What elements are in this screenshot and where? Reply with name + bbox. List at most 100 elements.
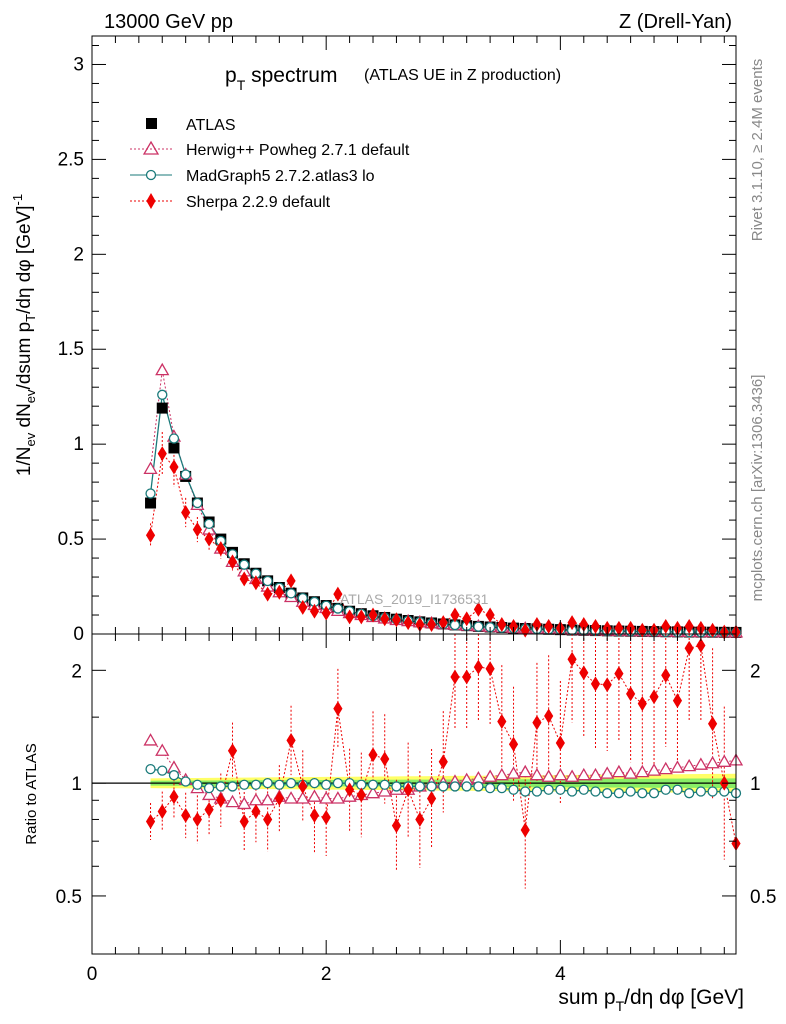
- ylabel-sub-1: ev: [23, 432, 38, 446]
- madgraph-point: [332, 603, 344, 614]
- legend-atlas-marker: [146, 118, 157, 129]
- herwig-ratio-point: [155, 743, 170, 756]
- chart-subtitle: (ATLAS UE in Z production): [364, 67, 561, 84]
- madgraph-ratio-point: [508, 784, 519, 795]
- title-word: spectrum: [245, 64, 337, 87]
- sherpa-ratio-point: [497, 714, 507, 729]
- title-sub: T: [237, 77, 246, 93]
- sherpa-point: [356, 609, 366, 625]
- ratio-y-tick-label-right: 2: [750, 661, 761, 682]
- sherpa-ratio-point: [321, 809, 331, 825]
- madgraph-ratio-point: [543, 784, 554, 795]
- madgraph-ratio-point: [203, 782, 215, 794]
- sherpa-ratio-point: [485, 661, 495, 677]
- madgraph-ratio-point: [578, 784, 589, 795]
- sherpa-ratio-point: [181, 807, 191, 823]
- sherpa-point: [204, 531, 214, 547]
- sherpa-ratio-point: [450, 669, 460, 685]
- sherpa-point: [590, 618, 601, 634]
- sherpa-point: [169, 459, 179, 475]
- sherpa-ratio-point: [438, 754, 448, 770]
- herwig-ratio-point: [588, 767, 603, 781]
- sherpa-ratio-point: [298, 778, 308, 794]
- sherpa-ratio-point: [309, 807, 320, 823]
- sherpa-ratio-point: [590, 676, 601, 692]
- madgraph-ratio-point: [227, 781, 238, 792]
- madgraph-point: [192, 497, 203, 509]
- sherpa-ratio-point: [672, 693, 683, 709]
- herwig-ratio-point: [307, 789, 322, 802]
- madgraph-point: [262, 575, 273, 587]
- madgraph-ratio-point: [566, 786, 578, 797]
- legend-sherpa-label: Sherpa 2.2.9 default: [186, 194, 331, 211]
- madgraph-ratio-point: [625, 786, 636, 797]
- mcplots-label: mcplots.cern.ch [arXiv:1306.3436]: [749, 375, 766, 602]
- herwig-ratio-point: [283, 791, 299, 804]
- sherpa-point: [661, 618, 671, 634]
- sherpa-ratio-point: [380, 751, 390, 767]
- sherpa-point: [567, 615, 577, 631]
- madgraph-ratio-point: [555, 784, 566, 795]
- sherpa-ratio-point: [626, 686, 636, 702]
- sherpa-ratio-point: [567, 651, 577, 667]
- sherpa-point: [274, 584, 284, 600]
- sherpa-point: [462, 611, 472, 627]
- herwig-ratio-point: [658, 761, 673, 775]
- madgraph-ratio-point: [707, 786, 718, 797]
- madgraph-ratio-point: [602, 788, 613, 799]
- sherpa-point: [637, 622, 647, 638]
- herwig-ratio-point: [295, 791, 310, 804]
- madgraph-ratio-point: [145, 763, 156, 775]
- madgraph-ratio-point: [391, 781, 402, 792]
- sherpa-ratio-point: [216, 792, 226, 808]
- sherpa-point: [684, 618, 694, 634]
- sherpa-ratio-point: [614, 666, 624, 682]
- sherpa-point: [426, 617, 437, 632]
- madgraph-ratio-point: [461, 781, 472, 792]
- main-y-tick-label: 2.5: [58, 149, 84, 170]
- madgraph-point: [168, 433, 180, 444]
- sherpa-point: [403, 615, 413, 631]
- ylabel-part-1: 1/N: [14, 447, 35, 477]
- herwig-ratio-point: [646, 763, 662, 776]
- sherpa-ratio-line: [150, 644, 737, 844]
- herwig-ratio-point: [529, 767, 545, 781]
- madgraph-point: [285, 588, 297, 599]
- sherpa-ratio-point: [274, 791, 284, 806]
- herwig-ratio-point: [377, 784, 392, 797]
- herwig-ratio-point: [365, 785, 381, 799]
- madgraph-ratio-point: [520, 786, 531, 797]
- ratio-y-tick-label: 1: [71, 774, 82, 795]
- xlabel-sub: T: [616, 998, 625, 1014]
- main-plot-area: [92, 36, 736, 634]
- main-y-tick-label: 0: [73, 624, 84, 645]
- sherpa-ratio-point: [333, 701, 343, 717]
- header-left-label: 13000 GeV pp: [104, 11, 233, 33]
- madgraph-ratio-point: [449, 781, 461, 792]
- herwig-ratio-point: [600, 766, 615, 779]
- madgraph-point: [239, 559, 250, 570]
- sherpa-point: [520, 622, 530, 638]
- sherpa-ratio-point: [602, 677, 612, 693]
- sherpa-point: [497, 617, 507, 632]
- sherpa-ratio-point: [391, 818, 402, 834]
- madgraph-ratio-point: [426, 781, 437, 792]
- analysis-watermark: ATLAS_2019_I1736531: [340, 591, 489, 607]
- sherpa-point: [544, 618, 554, 634]
- main-y-tick-label: 0.5: [58, 529, 84, 550]
- sherpa-ratio-point: [579, 665, 589, 681]
- madgraph-ratio-point: [250, 779, 262, 790]
- sherpa-ratio-point: [415, 811, 425, 827]
- herwig-ratio-point: [330, 791, 346, 804]
- madgraph-ratio-point: [367, 779, 379, 790]
- xlabel-rest: /dη dφ [GeV]: [624, 986, 744, 1009]
- main-y-tick-label: 3: [73, 54, 84, 75]
- sherpa-point: [251, 575, 261, 591]
- herwig-ratio-point: [670, 760, 685, 773]
- sherpa-ratio-point: [403, 782, 413, 798]
- sherpa-ratio-point: [661, 667, 671, 683]
- herwig-ratio-point: [635, 764, 650, 778]
- sherpa-ratio-point: [169, 789, 179, 805]
- legend: ATLAS Herwig++ Powheg 2.7.1 default MadG…: [130, 117, 410, 211]
- sherpa-point: [380, 611, 390, 627]
